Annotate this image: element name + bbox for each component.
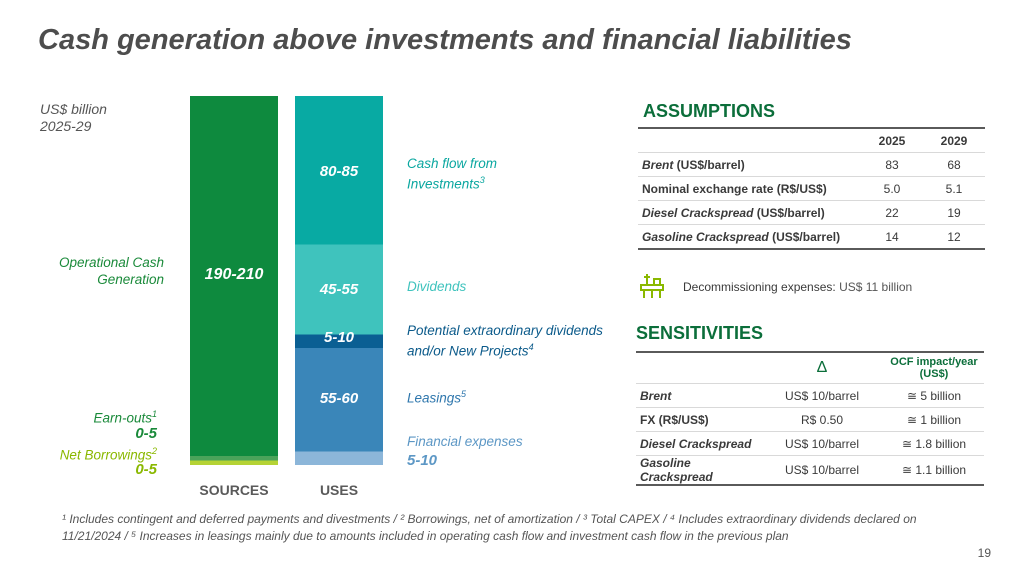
sensitivities-impact: ≅ 1.1 billion: [884, 455, 984, 486]
assumptions-row: Brent (US$/barrel) 83 68: [638, 152, 985, 177]
assumptions-value-2029: 68: [923, 152, 985, 177]
sources-operational-cash-generation-bar: [190, 96, 278, 456]
sensitivities-impact: ≅ 1 billion: [884, 407, 984, 432]
assumptions-row-label: Brent (US$/barrel): [638, 152, 861, 177]
dividends-value-label: 45-55: [319, 281, 359, 298]
uses-axis-label: USES: [319, 482, 359, 498]
decommissioning-value: US$ 11 billion: [839, 280, 913, 294]
net-borrowings-value: 0-5: [135, 461, 157, 478]
sensitivities-row-label: FX (R$/US$): [636, 407, 760, 432]
page-number: 19: [977, 546, 991, 560]
assumptions-table: 2025 2029 Brent (US$/barrel) 83 68 Nominal …: [638, 127, 985, 250]
assumptions-row-label: Gasoline Crackspread (US$/barrel): [638, 224, 861, 250]
sources-earn-outs-bar: [190, 456, 278, 461]
net-borrowings-sup: 2: [151, 446, 157, 456]
financial-expenses-value: 5-10: [407, 452, 438, 469]
assumptions-row-label: Nominal exchange rate (R$/US$): [638, 176, 861, 201]
cfi-label-line-1: Cash flow from: [407, 156, 498, 171]
sensitivities-row: Diesel Crackspread US$ 10/barrel ≅ 1.8 bil…: [636, 431, 984, 456]
assumptions-value-2025: 14: [861, 224, 923, 250]
assumptions-value-2029: 12: [923, 224, 985, 250]
cfi-value-label: 80-85: [319, 163, 359, 180]
ocg-value-label: 190-210: [204, 266, 264, 283]
sensitivities-col-delta: Δ: [760, 352, 884, 384]
net-borrowings-label: Net Borrowings2: [40, 443, 157, 464]
earnouts-label: Earn-outs1: [40, 406, 157, 427]
sensitivities-row: Brent US$ 10/barrel ≅ 5 billion: [636, 383, 984, 408]
ocg-label: Operational Cash Generation: [40, 254, 164, 288]
assumptions-header-row: 2025 2029: [638, 128, 985, 153]
sensitivities-delta: US$ 10/barrel: [760, 455, 884, 486]
ped-label: Potential extraordinary dividends and/or…: [407, 322, 617, 360]
sensitivities-impact: ≅ 1.8 billion: [884, 431, 984, 456]
earnouts-value: 0-5: [135, 425, 157, 442]
uses-dividends-bar: [295, 244, 383, 335]
sensitivities-row-label: Brent: [636, 383, 760, 408]
sensitivities-row: FX (R$/US$) R$ 0.50 ≅ 1 billion: [636, 407, 984, 432]
net-borrowings-text: Net Borrowings: [59, 447, 152, 463]
sensitivities-row: Gasoline Crackspread US$ 10/barrel ≅ 1.1 b…: [636, 455, 984, 486]
sensitivities-col-impact: OCF impact/year (US$): [884, 352, 984, 384]
assumptions-row: Nominal exchange rate (R$/US$) 5.0 5.1: [638, 176, 985, 201]
assumptions-col-2029: 2029: [923, 128, 985, 153]
sensitivities-impact: ≅ 5 billion: [884, 383, 984, 408]
assumptions-row-label: Diesel Crackspread (US$/barrel): [638, 200, 861, 225]
sensitivities-header-blank: [636, 352, 760, 384]
sources-net-borrowings-bar: [190, 460, 278, 465]
leasings-label: Leasings5: [407, 389, 467, 406]
page-title: Cash generation above investments and fi…: [38, 24, 852, 56]
unit-label: US$ billion 2025-29: [40, 101, 107, 135]
oil-platform-icon: [640, 274, 664, 298]
uses-potential-extraordinary-dividends-and-or-new-projects-bar: [295, 334, 383, 348]
sensitivities-delta: US$ 10/barrel: [760, 383, 884, 408]
sensitivities-row-label: Gasoline Crackspread: [636, 455, 760, 486]
cfi-label: Cash flow from Investments3: [407, 155, 597, 193]
decommissioning-label: Decommissioning expenses:: [683, 280, 840, 294]
cfi-label-line-2: Investments3: [407, 175, 485, 192]
ped-label-line-2: and/or New Projects4: [407, 342, 534, 359]
uses-financial-expenses-bar: [295, 451, 383, 465]
sensitivities-row-label: Diesel Crackspread: [636, 431, 760, 456]
assumptions-value-2029: 5.1: [923, 176, 985, 201]
earnouts-text: Earn-outs: [93, 410, 152, 426]
uses-cash-flow-from-investments-bar: [295, 96, 383, 245]
sensitivities-table: Δ OCF impact/year (US$) Brent US$ 10/barr…: [636, 351, 984, 486]
assumptions-title: ASSUMPTIONS: [643, 101, 776, 121]
earnouts-sup: 1: [151, 409, 157, 419]
ocg-label-line-2: Generation: [97, 272, 164, 287]
assumptions-row: Gasoline Crackspread (US$/barrel) 14 12: [638, 224, 985, 250]
ped-value-label: 5-10: [323, 329, 355, 346]
leasings-value-label: 55-60: [319, 390, 359, 407]
assumptions-value-2025: 22: [861, 200, 923, 225]
financial-expenses-label: Financial expenses: [407, 434, 523, 449]
sensitivities-header-row: Δ OCF impact/year (US$): [636, 352, 984, 384]
assumptions-col-2025: 2025: [861, 128, 923, 153]
sources-axis-label: SOURCES: [199, 482, 269, 498]
sensitivities-delta: R$ 0.50: [760, 407, 884, 432]
unit-line-2: 2025-29: [40, 118, 92, 134]
ped-label-line-1: Potential extraordinary dividends: [407, 323, 603, 338]
decommissioning-text: Decommissioning expenses: US$ 11 billion: [683, 280, 912, 294]
stacked-bar-chart: [190, 96, 383, 465]
ocg-label-line-1: Operational Cash: [58, 255, 164, 270]
assumptions-row: Diesel Crackspread (US$/barrel) 22 19: [638, 200, 985, 225]
assumptions-header-blank: [638, 128, 861, 153]
dividends-label: Dividends: [407, 279, 467, 294]
sensitivities-delta: US$ 10/barrel: [760, 431, 884, 456]
assumptions-value-2025: 83: [861, 152, 923, 177]
assumptions-value-2025: 5.0: [861, 176, 923, 201]
footnote: ¹ Includes contingent and deferred payme…: [62, 512, 917, 543]
sensitivities-title: SENSITIVITIES: [636, 323, 764, 343]
uses-leasings-bar: [295, 348, 383, 452]
unit-line-1: US$ billion: [40, 101, 107, 117]
assumptions-value-2029: 19: [923, 200, 985, 225]
